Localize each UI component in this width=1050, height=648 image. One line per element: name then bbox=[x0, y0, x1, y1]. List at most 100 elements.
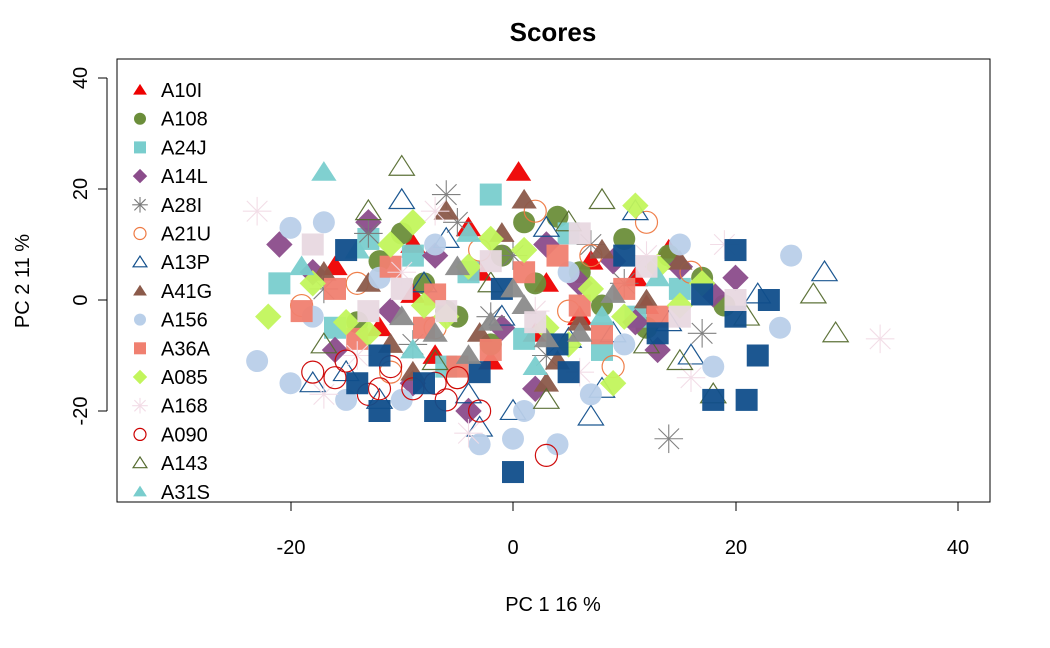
data-point bbox=[488, 304, 516, 326]
x-tick-label: 0 bbox=[507, 537, 518, 559]
data-point bbox=[577, 404, 605, 426]
data-point bbox=[589, 238, 615, 259]
data-point bbox=[433, 199, 459, 220]
data-point bbox=[479, 338, 502, 361]
data-point bbox=[702, 388, 725, 411]
data-point bbox=[279, 216, 302, 239]
data-point bbox=[477, 225, 504, 253]
data-point bbox=[368, 400, 391, 422]
data-point bbox=[567, 322, 593, 342]
data-point bbox=[667, 249, 693, 270]
data-point bbox=[523, 199, 547, 223]
data-point bbox=[311, 161, 337, 181]
data-point bbox=[346, 372, 369, 395]
data-point bbox=[769, 316, 791, 339]
points-layer bbox=[242, 154, 895, 484]
data-point bbox=[401, 244, 424, 267]
data-point bbox=[635, 255, 658, 278]
data-point bbox=[424, 400, 447, 422]
data-point bbox=[444, 255, 471, 276]
data-point bbox=[445, 366, 469, 390]
data-point bbox=[421, 348, 449, 371]
data-point bbox=[356, 382, 380, 406]
data-point bbox=[513, 400, 536, 422]
data-point bbox=[668, 277, 691, 300]
legend-label: A156 bbox=[161, 310, 208, 332]
data-point bbox=[702, 355, 725, 378]
data-point bbox=[534, 443, 558, 467]
data-point bbox=[312, 211, 335, 234]
legend-marker bbox=[131, 254, 149, 268]
legend-label: A41G bbox=[161, 281, 212, 303]
data-point bbox=[524, 311, 547, 334]
data-point bbox=[533, 327, 560, 348]
data-point bbox=[810, 259, 839, 282]
legend-label: A36A bbox=[161, 338, 211, 360]
data-point bbox=[357, 300, 380, 323]
data-point bbox=[410, 271, 438, 293]
legend-marker bbox=[133, 284, 147, 296]
data-point bbox=[455, 222, 482, 242]
legend-marker bbox=[132, 197, 148, 213]
legend-label: A31S bbox=[161, 482, 210, 504]
legend-marker bbox=[133, 485, 147, 497]
data-point bbox=[500, 277, 526, 298]
legend-label: A21U bbox=[161, 224, 211, 246]
data-point bbox=[591, 338, 613, 361]
data-point bbox=[455, 344, 482, 364]
y-tick-label: 20 bbox=[70, 178, 92, 200]
data-point bbox=[588, 187, 616, 210]
data-point bbox=[502, 461, 524, 484]
data-point bbox=[479, 250, 502, 273]
legend-label: A10I bbox=[161, 80, 202, 102]
data-point bbox=[309, 380, 339, 409]
data-point bbox=[589, 305, 615, 326]
x-tick-label: 20 bbox=[725, 537, 747, 559]
data-point bbox=[799, 282, 828, 304]
data-point bbox=[691, 283, 714, 306]
data-point bbox=[301, 233, 324, 256]
x-tick-label: -20 bbox=[277, 537, 306, 559]
data-point bbox=[557, 261, 580, 284]
data-point bbox=[310, 332, 338, 354]
data-point bbox=[435, 300, 458, 323]
series-extra-17 bbox=[301, 222, 747, 334]
data-point bbox=[546, 205, 569, 228]
data-point bbox=[567, 310, 593, 331]
data-point bbox=[591, 322, 613, 345]
data-point bbox=[757, 289, 780, 311]
data-point bbox=[367, 377, 392, 401]
data-point bbox=[613, 227, 636, 250]
data-point bbox=[600, 283, 626, 303]
data-point bbox=[246, 350, 269, 373]
data-point bbox=[390, 277, 413, 300]
data-point bbox=[266, 231, 293, 258]
data-point bbox=[422, 322, 448, 342]
data-point bbox=[255, 303, 282, 330]
data-point bbox=[577, 275, 605, 303]
data-point bbox=[368, 344, 391, 367]
x-axis: -20 0 20 40 bbox=[277, 501, 969, 559]
data-point bbox=[387, 154, 416, 176]
y-tick-label: -20 bbox=[70, 397, 92, 426]
y-axis-label: PC 2 11 % bbox=[12, 234, 34, 328]
data-point bbox=[389, 305, 415, 326]
data-point bbox=[821, 320, 850, 343]
x-axis-label: PC 1 16 % bbox=[505, 594, 601, 616]
legend-marker bbox=[133, 83, 147, 95]
series-a156 bbox=[246, 211, 803, 456]
data-point bbox=[323, 366, 347, 390]
data-point bbox=[668, 305, 691, 328]
legend-marker bbox=[134, 141, 146, 154]
data-point bbox=[390, 388, 413, 411]
data-point bbox=[324, 277, 346, 300]
legend-marker bbox=[132, 168, 148, 184]
data-point bbox=[478, 310, 504, 331]
legend-label: A090 bbox=[161, 424, 208, 446]
data-point bbox=[332, 309, 360, 336]
data-point bbox=[666, 348, 694, 371]
data-point bbox=[335, 388, 358, 411]
data-point bbox=[532, 215, 561, 237]
data-point bbox=[557, 361, 580, 384]
